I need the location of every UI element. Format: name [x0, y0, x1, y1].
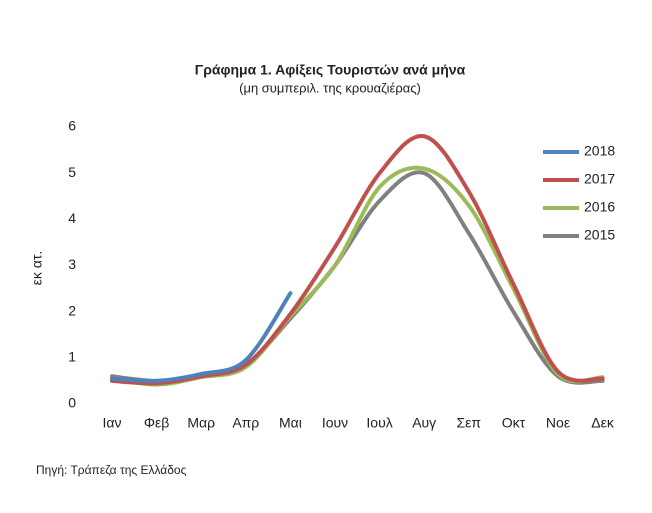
series-line	[110, 170, 605, 385]
x-tick-label: Φεβ	[144, 415, 169, 431]
y-tick-label: 1	[68, 349, 76, 365]
y-tick-label: 5	[68, 164, 76, 180]
x-tick-label: Αυγ	[412, 415, 436, 431]
x-tick-label: Δεκ	[591, 415, 615, 431]
series-line	[110, 134, 605, 386]
series-line	[110, 291, 293, 384]
y-tick-label: 0	[68, 395, 76, 411]
y-tick-label: 2	[68, 302, 76, 318]
x-tick-label: Σεπ	[457, 415, 482, 431]
y-tick-label: 3	[68, 256, 76, 272]
x-tick-label: Απρ	[232, 415, 259, 431]
legend-label: 2015	[584, 227, 615, 243]
y-tick-label: 6	[68, 118, 76, 134]
x-tick-label: Ιουν	[322, 415, 348, 431]
x-tick-label: Ιουλ	[366, 415, 392, 431]
source-note: Πηγή: Τράπεζα της Ελλάδος	[36, 463, 187, 477]
x-tick-label: Μαι	[279, 415, 302, 431]
series-line	[110, 165, 605, 387]
chart-subtitle: (μη συμπεριλ. της κρουαζιέρας)	[239, 80, 421, 95]
legend-label: 2016	[584, 199, 615, 215]
legend-label: 2017	[584, 171, 615, 187]
y-axis-label: εκ ατ.	[29, 251, 45, 286]
x-tick-label: Ιαν	[103, 415, 122, 431]
legend-label: 2018	[584, 143, 615, 159]
x-tick-label: Μαρ	[187, 415, 215, 431]
x-tick-label: Οκτ	[502, 415, 526, 431]
x-tick-label: Νοε	[546, 415, 570, 431]
chart-title: Γράφημα 1. Αφίξεις Τουριστών ανά μήνα	[195, 62, 466, 78]
y-tick-label: 4	[68, 210, 76, 226]
